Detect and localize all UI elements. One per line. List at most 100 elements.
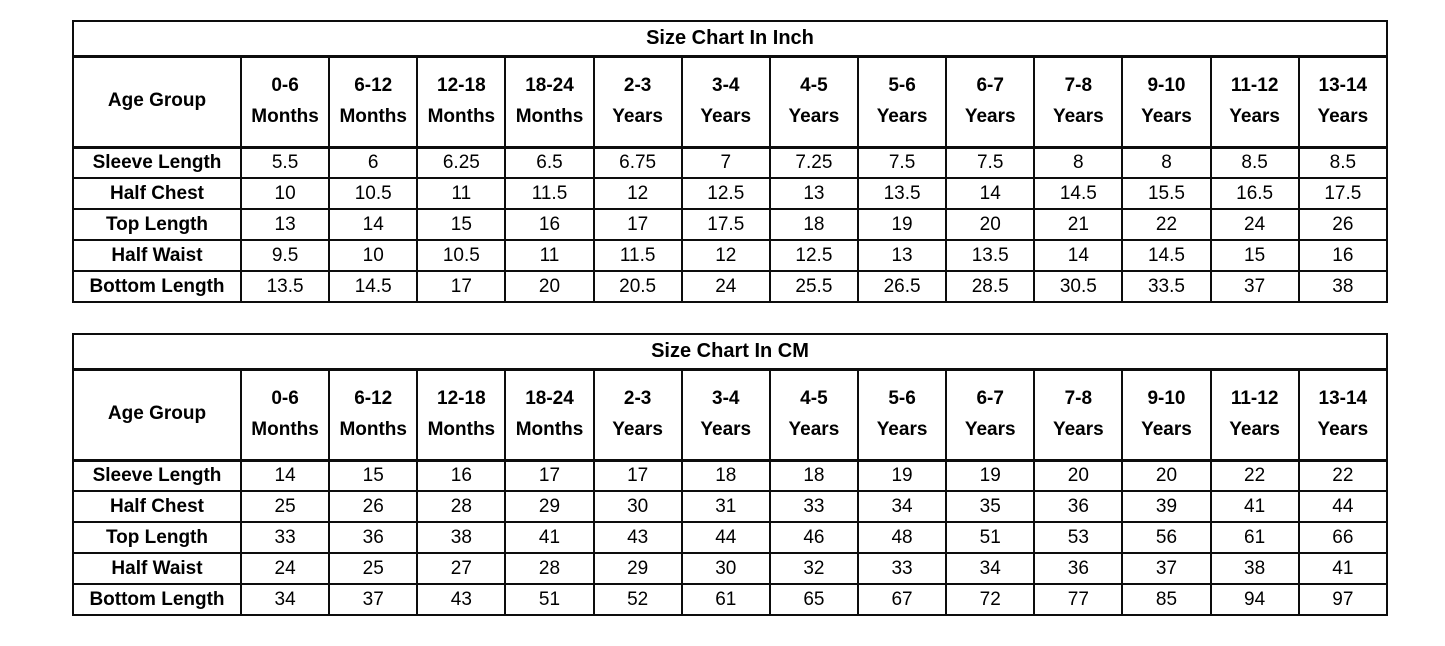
value-cell: 72 bbox=[945, 583, 1036, 616]
column-header-cell: 5-6 Years bbox=[856, 368, 948, 462]
value-cell: 39 bbox=[1121, 490, 1212, 523]
value-cell: 46 bbox=[768, 521, 859, 554]
value-cell: 67 bbox=[856, 583, 948, 616]
value-cell: 53 bbox=[1033, 521, 1124, 554]
column-header-unit: Years bbox=[1317, 418, 1369, 440]
value-cell: 13.5 bbox=[239, 270, 331, 303]
column-header-range: 3-4 bbox=[712, 75, 740, 97]
value-cell: 12.5 bbox=[680, 177, 771, 210]
value-cell: 17 bbox=[504, 459, 595, 492]
column-header-unit: Years bbox=[876, 418, 928, 440]
column-header-unit: Months bbox=[339, 418, 407, 440]
column-header-unit: Years bbox=[700, 105, 752, 127]
value-cell: 41 bbox=[1297, 552, 1389, 585]
value-cell: 56 bbox=[1121, 521, 1212, 554]
value-cell: 27 bbox=[416, 552, 507, 585]
value-cell: 35 bbox=[945, 490, 1036, 523]
value-cell: 10 bbox=[239, 177, 331, 210]
value-cell: 18 bbox=[768, 459, 859, 492]
row-label: Top Length bbox=[72, 208, 242, 241]
value-cell: 20 bbox=[945, 208, 1036, 241]
value-cell: 14.5 bbox=[328, 270, 419, 303]
value-cell: 66 bbox=[1297, 521, 1389, 554]
column-header-range: 12-18 bbox=[437, 388, 486, 410]
column-header-cell: 13-14 Years bbox=[1297, 368, 1389, 462]
value-cell: 13.5 bbox=[856, 177, 948, 210]
value-cell: 94 bbox=[1209, 583, 1300, 616]
value-cell: 44 bbox=[680, 521, 771, 554]
value-cell: 25 bbox=[328, 552, 419, 585]
age-group-header-cell: Age Group bbox=[72, 368, 242, 462]
value-cell: 20 bbox=[504, 270, 595, 303]
value-cell: 13 bbox=[856, 239, 948, 272]
column-header-cell: 0-6 Months bbox=[239, 55, 331, 149]
value-cell: 44 bbox=[1297, 490, 1389, 523]
column-header-range: 5-6 bbox=[888, 388, 916, 410]
value-cell: 25.5 bbox=[768, 270, 859, 303]
column-header-unit: Years bbox=[788, 418, 840, 440]
column-header-unit: Years bbox=[788, 105, 840, 127]
table-title-row: Size Chart In Inch bbox=[72, 20, 1388, 58]
column-header-unit: Months bbox=[515, 418, 584, 440]
value-cell: 14 bbox=[328, 208, 419, 241]
column-header-cell: 9-10 Years bbox=[1121, 368, 1212, 462]
value-cell: 30 bbox=[680, 552, 771, 585]
column-header-unit: Years bbox=[1229, 418, 1280, 440]
value-cell: 17 bbox=[416, 270, 507, 303]
row-label: Sleeve Length bbox=[72, 146, 242, 179]
value-cell: 12 bbox=[592, 177, 683, 210]
value-cell: 7.25 bbox=[768, 146, 859, 179]
table-row: Sleeve Length 14 15 16 17 17 18 18 19 19 20 20 22 22 bbox=[72, 459, 1389, 492]
column-header-cell: 12-18 Months bbox=[416, 55, 507, 149]
value-cell: 51 bbox=[504, 583, 595, 616]
table-title: Size Chart In Inch bbox=[72, 20, 1388, 58]
value-cell: 19 bbox=[945, 459, 1036, 492]
value-cell: 43 bbox=[592, 521, 683, 554]
column-header-unit: Years bbox=[612, 105, 663, 127]
value-cell: 17 bbox=[592, 208, 683, 241]
value-cell: 6.75 bbox=[592, 146, 683, 179]
column-header-unit: Years bbox=[1141, 105, 1192, 127]
value-cell: 6.5 bbox=[504, 146, 595, 179]
value-cell: 10.5 bbox=[416, 239, 507, 272]
column-header-cell: 6-7 Years bbox=[945, 55, 1036, 149]
column-header-range: 12-18 bbox=[437, 75, 486, 97]
column-header-range: 7-8 bbox=[1064, 388, 1093, 410]
value-cell: 13 bbox=[239, 208, 331, 241]
column-header-range: 5-6 bbox=[888, 75, 916, 97]
column-header-range: 7-8 bbox=[1064, 75, 1093, 97]
value-cell: 28 bbox=[504, 552, 595, 585]
column-header-cell: 11-12 Years bbox=[1209, 55, 1300, 149]
column-header-range: 13-14 bbox=[1318, 388, 1368, 410]
value-cell: 38 bbox=[1209, 552, 1300, 585]
column-header-unit: Years bbox=[700, 418, 752, 440]
value-cell: 34 bbox=[856, 490, 948, 523]
column-header-range: 18-24 bbox=[525, 388, 574, 410]
column-header-cell: 2-3 Years bbox=[592, 368, 683, 462]
value-cell: 22 bbox=[1297, 459, 1389, 492]
value-cell: 26 bbox=[1297, 208, 1389, 241]
table-row: Half Waist 9.5 10 10.5 11 11.5 12 12.5 13 13.5 14 1… bbox=[72, 239, 1389, 272]
value-cell: 17.5 bbox=[1297, 177, 1389, 210]
column-header-range: 6-7 bbox=[976, 388, 1004, 410]
value-cell: 28 bbox=[416, 490, 507, 523]
column-header-cell: 13-14 Years bbox=[1297, 55, 1389, 149]
column-header-range: 9-10 bbox=[1147, 388, 1186, 410]
value-cell: 22 bbox=[1209, 459, 1300, 492]
value-cell: 33 bbox=[239, 521, 331, 554]
column-header-unit: Months bbox=[515, 105, 584, 127]
column-header-cell: 4-5 Years bbox=[768, 368, 859, 462]
column-header-cell: 12-18 Months bbox=[416, 368, 507, 462]
value-cell: 18 bbox=[680, 459, 771, 492]
value-cell: 36 bbox=[328, 521, 419, 554]
table-row: Bottom Length 34 37 43 51 52 61 65 67 72 77 85 94 97 bbox=[72, 583, 1389, 616]
column-header-range: 6-12 bbox=[354, 75, 393, 97]
row-label: Half Waist bbox=[72, 239, 242, 272]
value-cell: 10.5 bbox=[328, 177, 419, 210]
table-row: Top Length 33 36 38 41 43 44 46 48 51 53 56 61 66 bbox=[72, 521, 1389, 554]
value-cell: 6 bbox=[328, 146, 419, 179]
column-header-cell: 6-7 Years bbox=[945, 368, 1036, 462]
column-header-range: 4-5 bbox=[800, 75, 828, 97]
value-cell: 36 bbox=[1033, 552, 1124, 585]
column-header-unit: Months bbox=[251, 418, 319, 440]
